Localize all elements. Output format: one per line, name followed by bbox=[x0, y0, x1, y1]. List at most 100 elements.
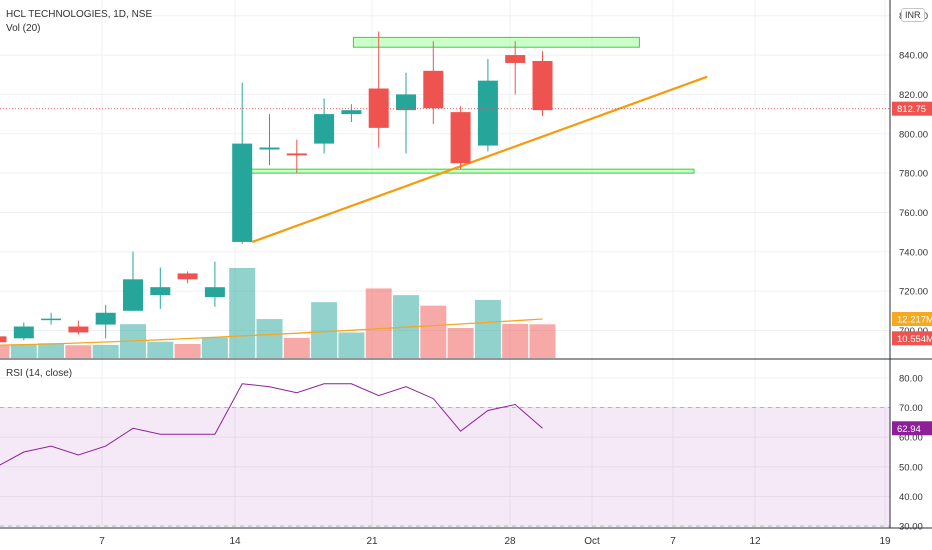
volume-legend[interactable]: Vol (20) bbox=[6, 23, 41, 34]
time-tick-label: 7 bbox=[670, 536, 676, 547]
time-tick-label: 14 bbox=[229, 536, 241, 547]
volume-ma-badge-text: 12.217M bbox=[897, 315, 932, 326]
volume-bar bbox=[229, 268, 256, 358]
rsi-line bbox=[0, 383, 543, 466]
symbol-legend[interactable]: HCL TECHNOLOGIES, 1D, NSE bbox=[6, 9, 153, 20]
volume-bar bbox=[201, 337, 228, 358]
rsi-last-badge-text: 62.94 bbox=[897, 424, 921, 435]
candle-body bbox=[41, 318, 62, 321]
rsi-tick-label: 70.00 bbox=[899, 403, 923, 414]
candle bbox=[314, 98, 335, 154]
volume-bar bbox=[311, 302, 338, 358]
rsi-legend[interactable]: RSI (14, close) bbox=[6, 368, 73, 379]
volume-bar bbox=[338, 332, 365, 358]
price-tick-label: 840.00 bbox=[899, 51, 928, 62]
candle-body bbox=[95, 312, 116, 325]
candle-body bbox=[477, 80, 498, 146]
currency-badge[interactable]: INR bbox=[901, 8, 925, 22]
candle bbox=[341, 104, 362, 122]
last-price-badge-text: 812.75 bbox=[897, 104, 926, 115]
volume-bar bbox=[529, 324, 556, 358]
candle-body bbox=[177, 273, 198, 280]
candle-body bbox=[0, 336, 7, 343]
candle bbox=[259, 114, 280, 166]
volume-ma-badge-bg bbox=[892, 312, 932, 327]
candle bbox=[204, 261, 225, 307]
volume-bar bbox=[283, 337, 310, 358]
rsi-last-badge: 62.94 bbox=[892, 421, 932, 436]
candle bbox=[450, 106, 471, 170]
zone-support[interactable] bbox=[243, 168, 695, 174]
candle-body bbox=[396, 94, 416, 111]
rsi-tick-label: 50.00 bbox=[899, 462, 923, 473]
candle-body bbox=[204, 287, 225, 298]
candle-body bbox=[341, 110, 362, 115]
volume-bar bbox=[447, 328, 474, 358]
rsi-tick-label: 30.00 bbox=[899, 522, 923, 533]
price-candles bbox=[0, 31, 553, 343]
candle-body bbox=[150, 287, 171, 296]
candle bbox=[68, 320, 89, 335]
candle-body bbox=[123, 279, 143, 311]
candle-body bbox=[423, 70, 444, 109]
candle-body bbox=[450, 112, 471, 164]
axes bbox=[0, 0, 932, 529]
time-tick-label: Oct bbox=[584, 536, 600, 547]
candle-body bbox=[532, 60, 553, 111]
time-tick-label: 28 bbox=[504, 536, 516, 547]
rsi-band bbox=[0, 407, 890, 527]
candle-body bbox=[286, 153, 307, 156]
volume-bar bbox=[174, 343, 201, 358]
candle bbox=[505, 41, 526, 95]
volume-bar bbox=[38, 343, 65, 358]
volume-last-badge: 10.554M bbox=[892, 331, 932, 346]
price-tick-label: 800.00 bbox=[899, 129, 928, 140]
candle bbox=[477, 59, 498, 152]
price-tick-label: 820.00 bbox=[899, 90, 928, 101]
price-tick-label: 780.00 bbox=[899, 169, 928, 180]
price-tick-label: 740.00 bbox=[899, 247, 928, 258]
rsi-band-fill bbox=[0, 407, 890, 527]
candle bbox=[368, 31, 389, 148]
last-price-badge-bg bbox=[892, 101, 932, 116]
volume-bar bbox=[92, 344, 119, 358]
candle bbox=[95, 304, 116, 339]
volume-last-badge-bg bbox=[892, 331, 932, 346]
price-tick-label: 720.00 bbox=[899, 287, 928, 298]
volume-ma-badge: 12.217M bbox=[892, 312, 932, 327]
volume-bar bbox=[0, 344, 10, 358]
candle bbox=[423, 41, 444, 124]
candle bbox=[13, 322, 34, 341]
volume-bar bbox=[365, 288, 392, 358]
volume-bar bbox=[502, 323, 529, 358]
volume-bars bbox=[0, 268, 556, 358]
volume-bar bbox=[256, 319, 283, 358]
volume-bar bbox=[147, 341, 174, 358]
candle-body bbox=[13, 326, 34, 339]
candle bbox=[396, 72, 416, 154]
candle-body bbox=[232, 143, 253, 242]
volume-bar bbox=[65, 345, 92, 358]
volume-last-badge-text: 10.554M bbox=[897, 334, 932, 345]
ascending-trendline[interactable] bbox=[251, 75, 708, 243]
time-tick-label: 19 bbox=[879, 536, 891, 547]
rsi-tick-label: 40.00 bbox=[899, 492, 923, 503]
time-tick-label: 12 bbox=[749, 536, 761, 547]
candle-body bbox=[259, 147, 280, 150]
candle-body bbox=[368, 88, 389, 128]
candle bbox=[177, 271, 198, 284]
candle bbox=[0, 336, 7, 343]
zone-resistance[interactable] bbox=[352, 36, 640, 48]
last-price-badge: 812.75 bbox=[892, 101, 932, 116]
volume-bar bbox=[10, 344, 37, 358]
rsi-last-badge-bg bbox=[892, 421, 932, 436]
candle bbox=[150, 267, 171, 309]
candle bbox=[232, 82, 253, 244]
time-tick-label: 7 bbox=[99, 536, 105, 547]
rsi-tick-label: 80.00 bbox=[899, 373, 923, 384]
candle bbox=[41, 312, 62, 325]
time-tick-label: 21 bbox=[366, 536, 378, 547]
axis-labels: 700.00720.00740.00760.00780.00800.00820.… bbox=[99, 11, 932, 547]
volume-bar bbox=[474, 299, 501, 358]
